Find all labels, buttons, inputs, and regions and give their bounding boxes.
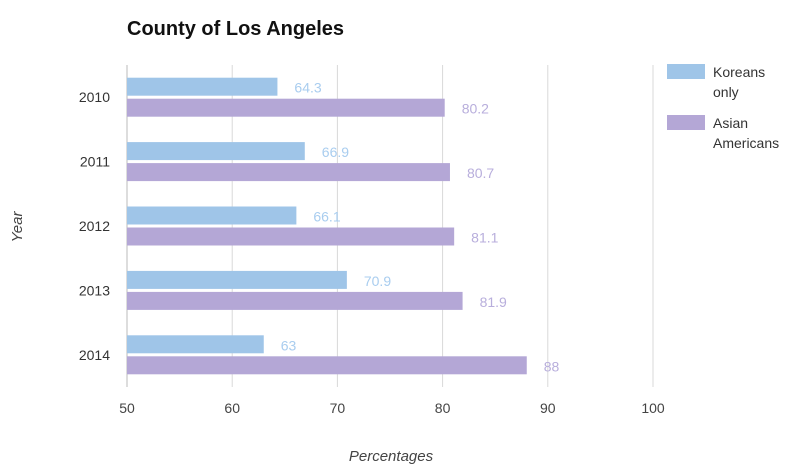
bar-value-label: 80.2: [462, 101, 489, 117]
bar-value-label: 70.9: [364, 273, 391, 289]
x-tick-label: 60: [224, 400, 240, 416]
bar-value-label: 66.9: [322, 144, 349, 160]
y-tick-label: 2014: [79, 347, 110, 363]
x-axis-label: Percentages: [349, 448, 434, 465]
bar-value-label: 81.1: [471, 230, 498, 246]
value-labels: 64.3 80.2 66.9 80.7 66.1 81.1 70.9 81.9 63 88: [281, 80, 560, 375]
bar-value-label: 64.3: [294, 80, 321, 96]
bar: [127, 356, 527, 375]
bar: [127, 163, 450, 182]
x-tick-label: 100: [641, 400, 665, 416]
bar-value-label: 88: [544, 358, 560, 374]
bar: [127, 335, 264, 354]
chart-title: County of Los Angeles: [127, 18, 344, 40]
y-tick-label: 2013: [79, 282, 110, 298]
y-tick-labels: 2010 2011 2012 2013 2014: [79, 89, 110, 363]
y-tick-label: 2012: [79, 218, 110, 234]
x-tick-label: 50: [119, 400, 135, 416]
bars: [127, 77, 527, 375]
legend: Koreans only Asian Americans: [667, 64, 779, 151]
x-tick-label: 70: [330, 400, 346, 416]
x-tick-label: 90: [540, 400, 556, 416]
bar-value-label: 63: [281, 337, 297, 353]
bar: [127, 142, 305, 161]
bar-value-label: 66.1: [313, 209, 340, 225]
bar: [127, 206, 297, 225]
x-tick-labels: 50 60 70 80 90 100: [119, 400, 665, 416]
bar: [127, 291, 463, 310]
bar: [127, 227, 455, 246]
bar: [127, 77, 278, 96]
legend-label: Americans: [713, 135, 779, 151]
x-tick-label: 80: [435, 400, 451, 416]
bar: [127, 98, 445, 117]
gridlines: [126, 65, 654, 387]
bar: [127, 270, 347, 289]
legend-label: Asian: [713, 115, 748, 131]
legend-label: only: [713, 84, 739, 100]
legend-swatch: [667, 64, 705, 79]
y-axis-label: Year: [9, 211, 26, 243]
bar-value-label: 81.9: [480, 294, 507, 310]
legend-label: Koreans: [713, 64, 765, 80]
legend-swatch: [667, 115, 705, 130]
y-tick-label: 2010: [79, 89, 110, 105]
y-tick-label: 2011: [80, 154, 110, 170]
bar-value-label: 80.7: [467, 165, 494, 181]
